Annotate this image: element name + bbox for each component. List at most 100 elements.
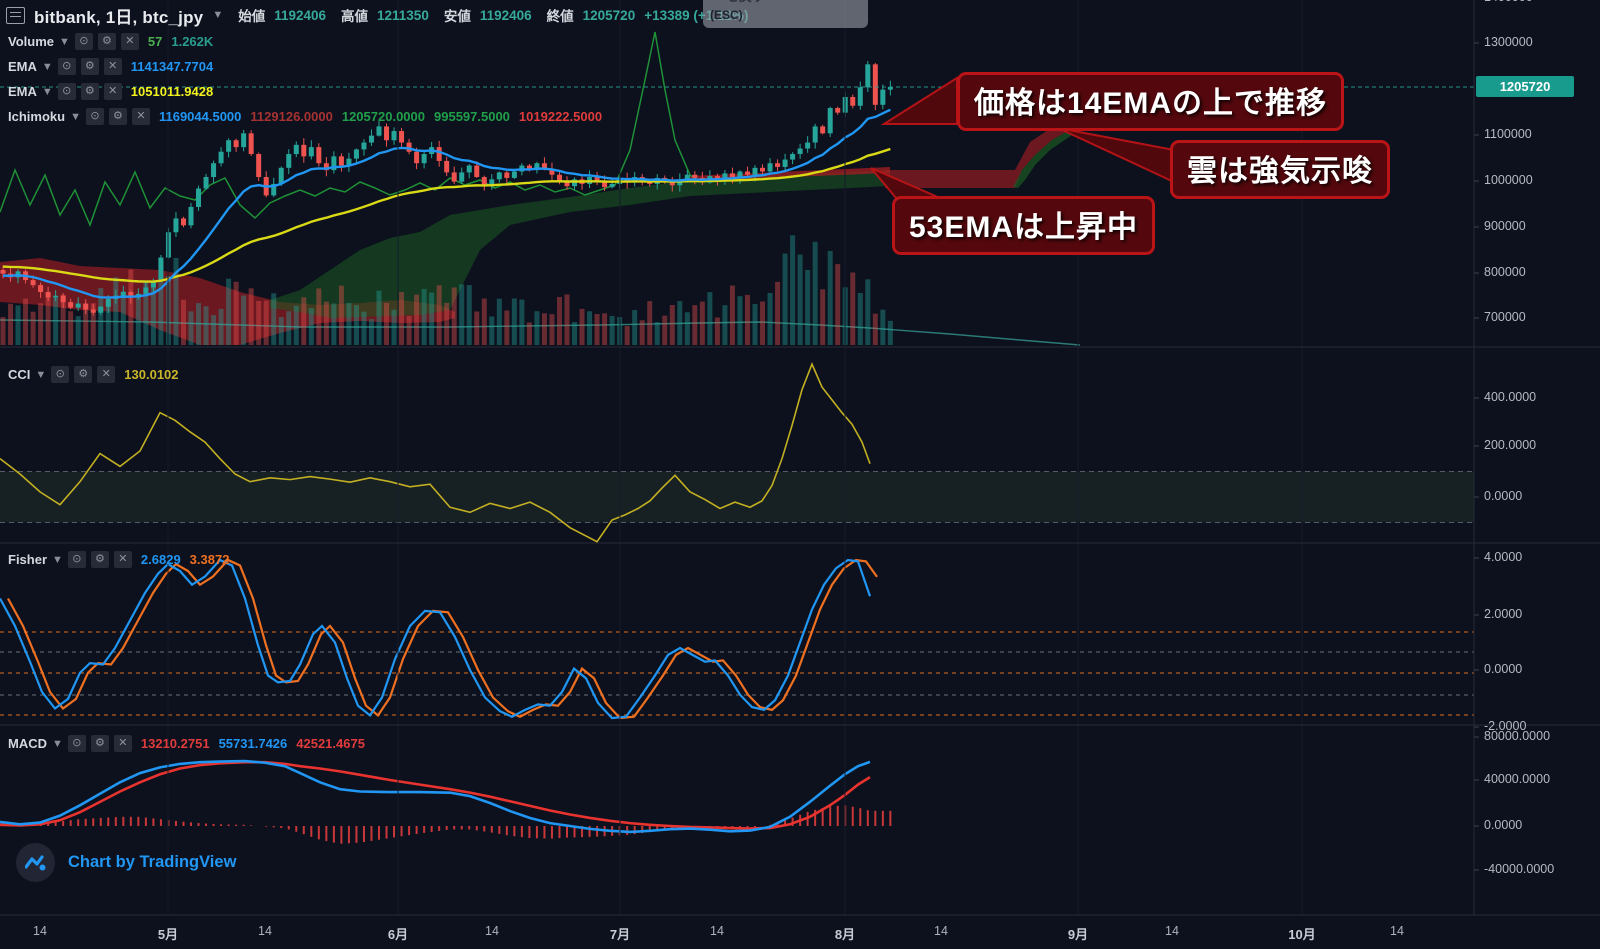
indicator-row-cci-4[interactable]: CCI ▼ ⊙ ⚙ ✕ 130.0102 (8, 366, 179, 383)
time-axis-label: 14 (1165, 924, 1179, 938)
symbol-title[interactable]: bitbank, 1日, btc_jpy (34, 7, 204, 27)
indicator-label[interactable]: Fisher (8, 552, 48, 567)
close-icon[interactable]: ✕ (103, 58, 122, 75)
tradingview-link-text[interactable]: Chart by TradingView (68, 853, 237, 871)
price-axis-label: 1400000 (1484, 0, 1533, 4)
indicator-value: 1141347.7704 (130, 59, 214, 74)
close-icon[interactable]: ✕ (113, 551, 132, 568)
macd-axis-label: 40000.0000 (1484, 772, 1551, 786)
price-axis-label: 1000000 (1484, 173, 1533, 187)
close-icon[interactable]: ✕ (120, 33, 139, 50)
chevron-down-icon[interactable]: ▼ (70, 110, 81, 123)
gear-icon[interactable]: ⚙ (80, 58, 99, 75)
indicator-label[interactable]: Ichimoku (8, 109, 66, 124)
restore-hint-tooltip: ーを戻す (ESC) (703, 0, 868, 28)
circle-eye-icon[interactable]: ⊙ (85, 108, 104, 125)
indicator-value: 13210.2751 (140, 736, 210, 751)
time-axis-label: 6月 (387, 927, 409, 942)
fisher-axis-label: 4.0000 (1484, 550, 1523, 564)
annotation-53ema-rising[interactable]: 53EMAは上昇中 (892, 196, 1156, 255)
indicator-value: 42521.4675 (296, 736, 365, 751)
low-label: 安値 (443, 9, 471, 24)
time-axis-label: 9月 (1067, 927, 1089, 942)
gear-icon[interactable]: ⚙ (74, 366, 93, 383)
indicator-value: 55731.7426 (218, 736, 288, 751)
indicator-label[interactable]: Volume (8, 34, 54, 49)
gear-icon[interactable]: ⚙ (80, 83, 99, 100)
indicator-row-ema-1[interactable]: EMA ▼ ⊙ ⚙ ✕ 1141347.7704 (8, 58, 213, 75)
circle-eye-icon[interactable]: ⊙ (67, 735, 86, 752)
gear-icon[interactable]: ⚙ (90, 735, 109, 752)
circle-eye-icon[interactable]: ⊙ (51, 366, 70, 383)
indicator-row-fisher-5[interactable]: Fisher ▼ ⊙ ⚙ ✕ 2.6829 3.3872 (8, 551, 229, 568)
indicator-value: 3.3872 (189, 552, 230, 567)
low-value: 1192406 (479, 7, 532, 23)
close-icon[interactable]: ✕ (103, 83, 122, 100)
open-value: 1192406 (274, 7, 327, 23)
indicator-row-ichimoku-3[interactable]: Ichimoku ▼ ⊙ ⚙ ✕ 1169044.5000 1129126.0000 1205… (8, 108, 602, 125)
indicator-value: 1169044.5000 (158, 109, 242, 124)
indicator-value: 57 (147, 34, 163, 49)
chevron-down-icon[interactable]: ▼ (35, 368, 47, 381)
burger-menu-icon[interactable] (6, 6, 25, 24)
indicator-row-macd-6[interactable]: MACD ▼ ⊙ ⚙ ✕ 13210.2751 55731.7426 42521.4675 (8, 735, 365, 752)
indicator-label[interactable]: CCI (8, 367, 31, 382)
high-value: 1211350 (377, 7, 429, 23)
annotation-cloud-bullish[interactable]: 雲は強気示唆 (1170, 140, 1390, 199)
indicator-row-ema-2[interactable]: EMA ▼ ⊙ ⚙ ✕ 1051011.9428 (8, 83, 213, 100)
circle-eye-icon[interactable]: ⊙ (57, 83, 76, 100)
fisher-axis-label: -2.0000 (1484, 719, 1527, 733)
time-axis-label: 14 (1390, 924, 1404, 938)
chart-header: bitbank, 1日, btc_jpy ▼ 始値 1192406 高値 121… (6, 2, 749, 28)
cci-axis-label: 400.0000 (1484, 390, 1537, 404)
indicator-value: 1019222.5000 (518, 109, 603, 124)
circle-eye-icon[interactable]: ⊙ (57, 58, 76, 75)
high-label: 高値 (341, 9, 369, 24)
circle-eye-icon[interactable]: ⊙ (74, 33, 93, 50)
price-axis-label: 1300000 (1484, 35, 1533, 49)
indicator-value: 2.6829 (140, 552, 181, 567)
time-axis-label: 14 (33, 924, 47, 938)
circle-eye-icon[interactable]: ⊙ (67, 551, 86, 568)
time-axis-label: 14 (934, 924, 948, 938)
macd-axis-label: 80000.0000 (1484, 729, 1551, 743)
chevron-down-icon[interactable]: ▼ (212, 9, 224, 21)
chevron-down-icon[interactable]: ▼ (41, 85, 53, 98)
chevron-down-icon[interactable]: ▼ (59, 35, 70, 48)
time-axis-label: 14 (258, 924, 272, 938)
gear-icon[interactable]: ⚙ (108, 108, 127, 125)
price-axis-label: 800000 (1484, 265, 1526, 279)
tradingview-attribution[interactable]: Chart by TradingView (16, 843, 236, 882)
macd-axis-label: -40000.0000 (1484, 862, 1555, 876)
indicator-label[interactable]: MACD (8, 736, 47, 751)
chevron-down-icon[interactable]: ▼ (41, 60, 53, 73)
time-axis-label: 5月 (157, 927, 179, 942)
gear-icon[interactable]: ⚙ (90, 551, 109, 568)
tooltip-esc-label: (ESC) (710, 8, 743, 22)
close-icon[interactable]: ✕ (113, 735, 132, 752)
time-axis-label: 7月 (609, 927, 631, 942)
indicator-value: 1205720.0000 (341, 109, 425, 124)
time-axis-label: 14 (485, 924, 499, 938)
cci-axis-label: 0.0000 (1484, 489, 1523, 503)
close-icon[interactable]: ✕ (97, 366, 116, 383)
indicator-row-volume-0[interactable]: Volume ▼ ⊙ ⚙ ✕ 57 1.262K (8, 33, 213, 50)
gear-icon[interactable]: ⚙ (97, 33, 116, 50)
time-axis-label: 14 (710, 924, 724, 938)
close-label: 終値 (546, 9, 574, 24)
indicator-value: 130.0102 (124, 367, 179, 382)
close-icon[interactable]: ✕ (131, 108, 150, 125)
chevron-down-icon[interactable]: ▼ (52, 737, 63, 750)
chevron-down-icon[interactable]: ▼ (52, 553, 63, 566)
tooltip-clipped-text: ーを戻す (713, 0, 765, 5)
annotation-price-above-ema[interactable]: 価格は14EMAの上で推移 (957, 72, 1345, 131)
price-axis-label: 900000 (1484, 219, 1526, 233)
indicator-label[interactable]: EMA (8, 59, 37, 74)
close-value: 1205720 (582, 7, 636, 23)
current-price-badge: 1205720 (1476, 76, 1574, 97)
open-label: 始値 (238, 9, 266, 24)
fisher-axis-label: 0.0000 (1484, 662, 1523, 676)
indicator-label[interactable]: EMA (8, 84, 37, 99)
